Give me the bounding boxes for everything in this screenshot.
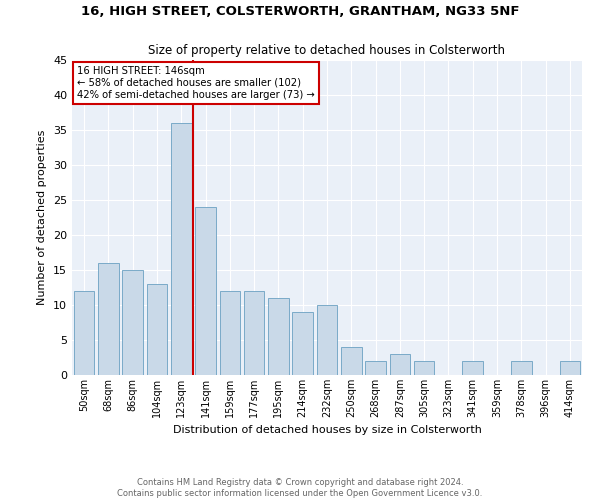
Bar [195,207,216,375]
Bar [292,312,313,375]
Bar [341,347,362,375]
Bar [365,361,386,375]
Bar [560,361,580,375]
Bar [146,284,167,375]
Bar [317,305,337,375]
Bar [389,354,410,375]
Bar [122,270,143,375]
Title: Size of property relative to detached houses in Colsterworth: Size of property relative to detached ho… [149,44,505,58]
Bar [244,291,265,375]
Bar [171,123,191,375]
Bar [414,361,434,375]
Bar [220,291,240,375]
Text: 16 HIGH STREET: 146sqm
← 58% of detached houses are smaller (102)
42% of semi-de: 16 HIGH STREET: 146sqm ← 58% of detached… [77,66,315,100]
Text: 16, HIGH STREET, COLSTERWORTH, GRANTHAM, NG33 5NF: 16, HIGH STREET, COLSTERWORTH, GRANTHAM,… [81,5,519,18]
Y-axis label: Number of detached properties: Number of detached properties [37,130,47,305]
Bar [268,298,289,375]
X-axis label: Distribution of detached houses by size in Colsterworth: Distribution of detached houses by size … [173,426,481,436]
Bar [511,361,532,375]
Bar [463,361,483,375]
Bar [74,291,94,375]
Bar [98,263,119,375]
Text: Contains HM Land Registry data © Crown copyright and database right 2024.
Contai: Contains HM Land Registry data © Crown c… [118,478,482,498]
